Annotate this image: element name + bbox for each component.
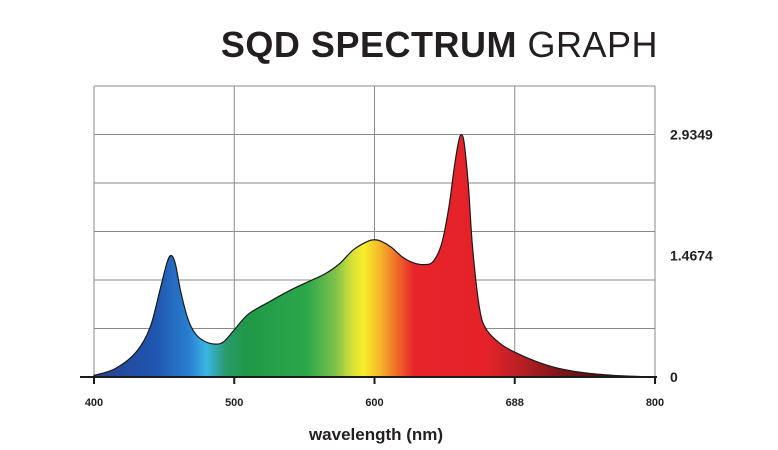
x-tick-label: 400: [85, 397, 103, 409]
x-tick-label: 600: [365, 397, 383, 409]
chart-title-light: GRAPH: [527, 24, 658, 65]
axes: [80, 376, 657, 384]
x-tick-label: 500: [225, 397, 243, 409]
x-tick-label: 688: [506, 397, 524, 409]
x-axis-label: wavelength (nm): [308, 425, 443, 444]
x-tick-labels: 400 500 600 688 800: [85, 397, 664, 409]
y-tick-label: 1.4674: [670, 248, 713, 264]
y-tick-label: 0: [670, 369, 678, 385]
x-tick-label: 800: [646, 397, 664, 409]
spectrum-area: [93, 134, 656, 378]
y-tick-labels: 2.9349 1.4674 0: [670, 126, 713, 385]
chart-title: SQD SPECTRUM GRAPH: [221, 24, 658, 66]
y-tick-label: 2.9349: [670, 126, 713, 142]
chart-title-bold: SQD SPECTRUM: [220, 24, 517, 65]
